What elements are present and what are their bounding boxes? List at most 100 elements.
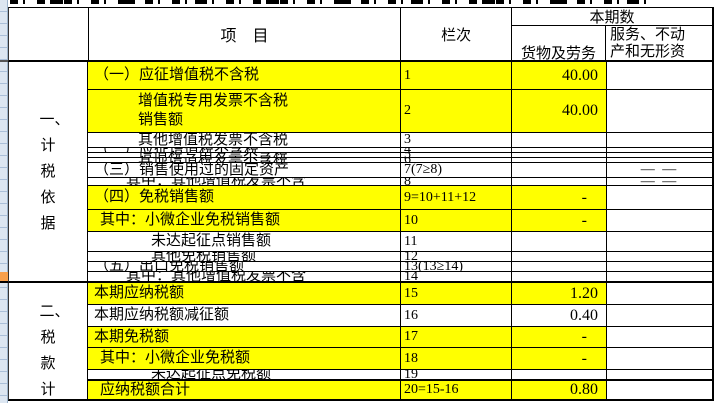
table-row: 其他增值税发票不含税 3	[88, 133, 714, 148]
services-realestate-value-cell[interactable]	[607, 381, 714, 399]
table-row: 本期应纳税额 15 1.20	[88, 283, 714, 305]
goods-services-value-cell[interactable]: 40.00	[512, 62, 607, 89]
services-realestate-value-cell[interactable]	[607, 283, 714, 304]
column-no-cell[interactable]: 2	[401, 90, 512, 132]
services-realestate-header-cell[interactable]: 服务、不动 产和无形资 产	[610, 27, 686, 77]
goods-services-value-cell[interactable]	[512, 262, 607, 271]
services-realestate-value-cell[interactable]	[607, 272, 714, 281]
goods-services-value-cell[interactable]: 0.40	[512, 305, 607, 326]
column-no-cell[interactable]: 18	[401, 348, 512, 369]
current-period-header-cell[interactable]: 本期数	[512, 8, 712, 26]
item-label-cell[interactable]: 未达起征点免税额	[88, 370, 401, 379]
goods-services-value-cell[interactable]	[512, 158, 607, 162]
services-realestate-value-cell[interactable]	[607, 232, 714, 251]
goods-services-value-cell[interactable]: -	[512, 327, 607, 347]
column-no-cell[interactable]: 5	[401, 153, 512, 157]
table-row: 未达起征点免税额 19	[88, 370, 714, 381]
column-no-cell[interactable]: 8	[401, 178, 512, 185]
services-realestate-value-cell[interactable]	[607, 210, 714, 231]
column-no-cell[interactable]: 1	[401, 62, 512, 89]
goods-services-value-cell[interactable]	[512, 272, 607, 281]
services-realestate-value-cell[interactable]	[607, 370, 714, 379]
services-realestate-value-cell[interactable]	[607, 252, 714, 261]
services-realestate-value-cell[interactable]	[607, 348, 714, 369]
item-label-cell[interactable]: 增值税专用发票不含税	[88, 153, 401, 157]
strip-orange-marker	[0, 272, 8, 283]
item-label-cell[interactable]: 本期免税额	[88, 327, 401, 347]
goods-services-value-cell[interactable]	[512, 252, 607, 261]
goods-services-value-cell[interactable]	[512, 370, 607, 379]
item-label-cell[interactable]: 其他免税销售额	[88, 252, 401, 261]
column-no-cell[interactable]: 15	[401, 283, 512, 304]
goods-services-value-cell[interactable]: -	[512, 186, 607, 209]
services-realestate-value-cell[interactable]	[607, 153, 714, 157]
item-label-cell[interactable]: 其他增值税发票不含税	[88, 133, 401, 147]
goods-services-value-cell[interactable]	[512, 178, 607, 185]
item-label-cell[interactable]: （四）免税销售额	[88, 186, 401, 209]
column-no-cell[interactable]: 3	[401, 133, 512, 147]
table-row: （一）应征增值税不含税 1 40.00	[88, 62, 714, 90]
services-realestate-value-cell[interactable]	[607, 62, 714, 89]
column-no-cell[interactable]: 4	[401, 148, 512, 152]
item-label-cell[interactable]: （五）出口免税销售额	[88, 262, 401, 271]
section-label-tax-calculation[interactable]: 二、税款计算	[8, 283, 88, 401]
table-row: 本期应纳税额减征额 16 0.40	[88, 305, 714, 327]
goods-services-value-cell[interactable]: -	[512, 348, 607, 369]
goods-services-value-cell[interactable]	[512, 148, 607, 152]
table-row: 其中：其他增值税发票不含 14	[88, 272, 714, 283]
item-label-cell[interactable]: 其中：其他增值税发票不含	[88, 178, 401, 185]
services-realestate-value-cell[interactable]	[607, 90, 714, 132]
column-no-cell[interactable]: 14	[401, 272, 512, 281]
item-label-cell[interactable]: 本期应纳税额减征额	[88, 305, 401, 326]
item-label-cell[interactable]: 其他增值税发票不含税	[88, 158, 401, 162]
services-realestate-value-cell[interactable]	[607, 327, 714, 347]
item-label-cell[interactable]: 其中：其他增值税发票不含	[88, 272, 401, 281]
section-label-tax-basis[interactable]: 一、计税依据	[8, 62, 88, 283]
strip-section-divider	[0, 281, 8, 283]
column-no-cell[interactable]: 6	[401, 158, 512, 162]
table-row: 未达起征点销售额 11	[88, 232, 714, 252]
services-realestate-value-cell[interactable]	[607, 158, 714, 162]
item-label-cell[interactable]: （二）应征增值税不含税	[88, 148, 401, 152]
goods-services-value-cell[interactable]: -	[512, 210, 607, 231]
services-realestate-value-cell[interactable]	[607, 148, 714, 152]
goods-services-value-cell[interactable]: 1.20	[512, 283, 607, 304]
column-no-cell[interactable]: 10	[401, 210, 512, 231]
goods-services-value-cell[interactable]	[512, 163, 607, 177]
column-no-header-cell[interactable]: 栏次	[401, 8, 512, 60]
item-header-cell[interactable]: 项 目	[89, 8, 402, 60]
item-label-cell[interactable]: 其中：小微企业免税销售额	[88, 210, 401, 231]
item-label-cell[interactable]: （一）应征增值税不含税	[88, 62, 401, 89]
services-realestate-value-cell[interactable]	[607, 133, 714, 147]
column-no-cell[interactable]: 20=15-16	[401, 381, 512, 399]
services-realestate-value-cell[interactable]	[607, 186, 714, 209]
goods-services-value-cell[interactable]	[512, 133, 607, 147]
goods-services-header-cell[interactable]: 货物及劳务	[512, 26, 607, 78]
item-label-cell[interactable]: 应纳税额合计	[88, 381, 401, 399]
table-row: （二）应征增值税不含税 4	[88, 148, 714, 153]
column-no-cell[interactable]: 11	[401, 232, 512, 251]
goods-services-value-cell[interactable]: 40.00	[512, 90, 607, 132]
item-label-cell[interactable]: 未达起征点销售额	[88, 232, 401, 251]
column-no-cell[interactable]: 17	[401, 327, 512, 347]
column-no-cell[interactable]: 7(7≥8)	[401, 163, 512, 177]
column-no-cell[interactable]: 12	[401, 252, 512, 261]
column-no-cell[interactable]: 16	[401, 305, 512, 326]
item-label-cell[interactable]: （三）销售使用过的固定资产	[88, 163, 401, 177]
goods-services-value-cell[interactable]	[512, 232, 607, 251]
services-realestate-value-cell[interactable]	[607, 262, 714, 271]
goods-services-value-cell[interactable]: 0.80	[512, 381, 607, 399]
table-row: 增值税专用发票不含税 5	[88, 153, 714, 158]
column-no-cell[interactable]: 13(13≥14)	[401, 262, 512, 271]
item-label-cell[interactable]: 其中：小微企业免税额	[88, 348, 401, 369]
item-label-cell[interactable]: 本期应纳税额	[88, 283, 401, 304]
column-no-cell[interactable]: 19	[401, 370, 512, 379]
column-no-cell[interactable]: 9=10+11+12	[401, 186, 512, 209]
goods-services-value-cell[interactable]	[512, 153, 607, 157]
services-realestate-value-cell[interactable]	[607, 305, 714, 326]
table-header: 项 目 栏次 本期数 货物及劳务 服务、不动 产和无形资 产	[8, 7, 714, 78]
section-header-cell[interactable]	[9, 8, 89, 60]
item-label-cell[interactable]: 增值税专用发票不含税 销售额	[88, 90, 401, 132]
services-realestate-value-cell[interactable]: — —	[607, 178, 714, 185]
services-realestate-value-cell[interactable]: — —	[607, 163, 714, 177]
